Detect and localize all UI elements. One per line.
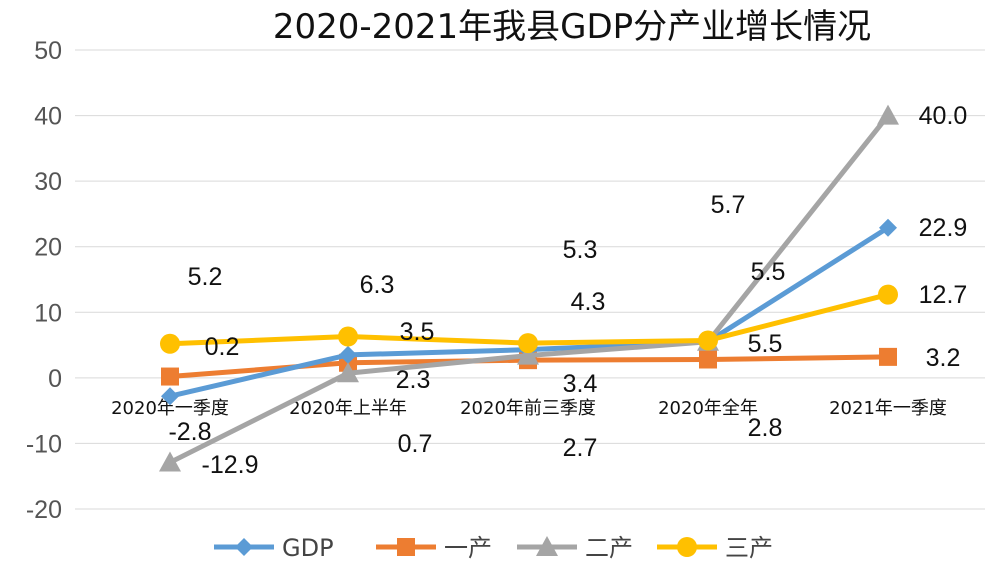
data-point-tertiary [518, 333, 538, 354]
data-label: 40.0 [919, 102, 968, 130]
data-label: 0.7 [398, 430, 433, 458]
data-point-gdp [879, 218, 897, 237]
data-label: 2.8 [748, 414, 783, 442]
y-tick-label: 10 [34, 299, 62, 327]
data-label: -12.9 [202, 451, 259, 479]
data-label: 6.3 [360, 271, 395, 299]
data-label: 2.7 [563, 434, 598, 462]
x-tick-label: 2020年全年 [658, 398, 758, 419]
data-labels: -2.8 3.5 4.3 5.5 22.9 0.2 2.3 2.7 2.8 3.2 -12.9 0.7… [168, 102, 967, 479]
data-point-primary [699, 350, 717, 369]
chart-title: 2020-2021年我县GDP分产业增长情况 [273, 7, 871, 47]
data-label: 5.3 [563, 236, 598, 264]
data-label: 22.9 [919, 214, 968, 242]
legend-label: GDP [282, 534, 334, 562]
data-point-secondary [877, 104, 899, 125]
y-tick-label: 40 [34, 103, 62, 131]
data-point-primary [161, 367, 179, 386]
legend-marker [536, 536, 558, 556]
data-label: 12.7 [919, 281, 968, 309]
data-point-tertiary [160, 333, 180, 354]
legend-marker [235, 538, 253, 556]
legend-label: 三产 [725, 534, 773, 562]
legend-label: 二产 [585, 534, 633, 562]
data-point-gdp [161, 387, 179, 406]
y-tick-label: 30 [34, 168, 62, 196]
legend-marker [397, 538, 415, 556]
y-tick-label: -10 [26, 430, 62, 458]
series-group [159, 104, 899, 472]
x-tick-label: 2021年一季度 [829, 398, 947, 419]
x-tick-label: 2020年上半年 [289, 398, 407, 419]
legend-label: 一产 [444, 534, 492, 562]
data-label: 5.5 [748, 330, 783, 358]
data-point-secondary [517, 344, 539, 365]
data-label: 3.2 [926, 344, 961, 372]
data-label: 0.2 [205, 333, 240, 361]
y-tick-label: 50 [34, 37, 62, 65]
data-label: 3.4 [563, 370, 598, 398]
data-label: -2.8 [168, 418, 211, 446]
y-tick-label: 20 [34, 234, 62, 262]
legend: GDP 一产 二产 三产 [214, 534, 773, 562]
y-tick-label: 0 [48, 365, 62, 393]
y-tick-label: -20 [26, 496, 62, 524]
data-point-tertiary [698, 330, 718, 351]
data-point-primary [879, 347, 897, 366]
data-point-secondary [159, 451, 181, 472]
data-point-tertiary [338, 326, 358, 347]
data-point-secondary [337, 362, 359, 383]
x-axis: 2020年一季度 2020年上半年 2020年前三季度 2020年全年 2021年一季度 [111, 398, 947, 419]
y-axis: -20 -10 0 10 20 30 40 50 [26, 37, 62, 524]
x-tick-label: 2020年前三季度 [460, 398, 596, 419]
data-label: 5.2 [188, 263, 223, 291]
gridlines [75, 49, 985, 510]
data-point-gdp [339, 345, 357, 364]
data-label: 2.3 [396, 366, 431, 394]
data-label: 5.7 [711, 191, 746, 219]
data-point-tertiary [878, 284, 898, 305]
legend-marker [677, 537, 697, 557]
data-label: 4.3 [571, 288, 606, 316]
data-label: 5.5 [751, 258, 786, 286]
data-label: 3.5 [400, 318, 435, 346]
x-tick-label: 2020年一季度 [111, 398, 229, 419]
